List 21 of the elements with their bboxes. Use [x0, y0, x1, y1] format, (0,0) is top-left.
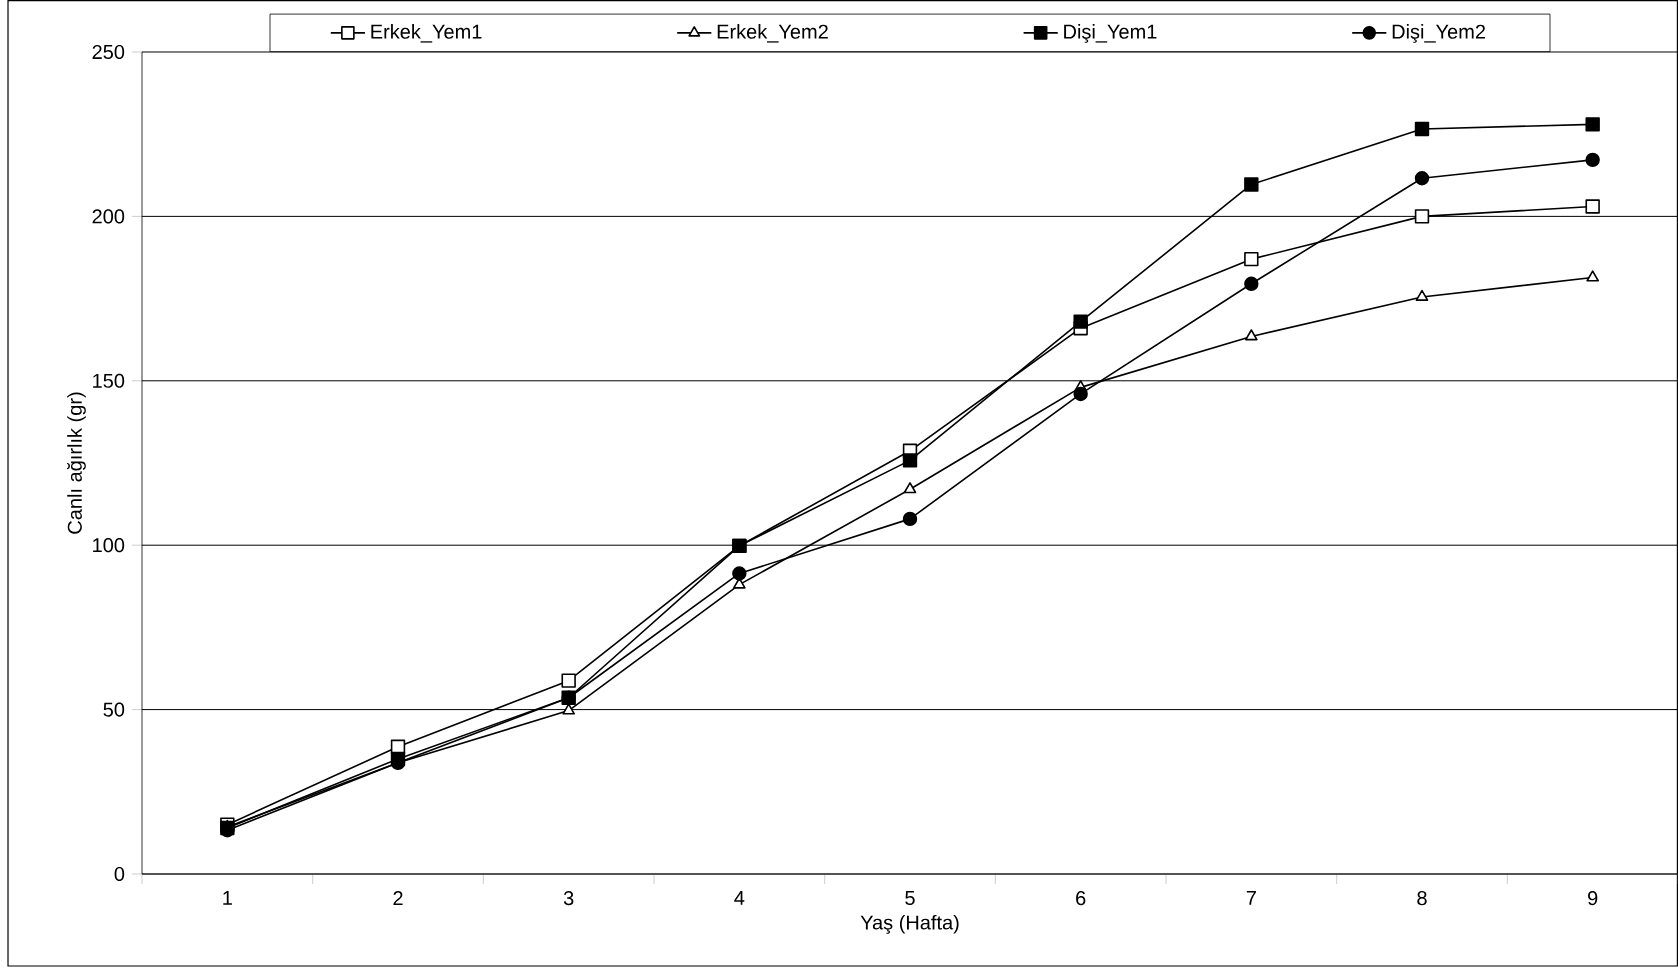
- x-tick-label: 2: [393, 891, 403, 906]
- x-tick-label: 9: [1588, 891, 1598, 906]
- y-tick-label: 50: [103, 702, 125, 717]
- y-tick-label: 150: [93, 373, 125, 388]
- x-tick-label: 3: [563, 891, 574, 906]
- legend-label: Dişi_Yem1: [1064, 24, 1157, 43]
- legend-label: Dişi_Yem2: [1392, 24, 1485, 43]
- x-tick-label: 5: [905, 891, 915, 905]
- x-tick-label: 7: [1246, 891, 1256, 905]
- legend-label: Erkek_Yem1: [371, 24, 482, 43]
- y-tick-label: 100: [93, 538, 125, 553]
- x-tick-label: 6: [1076, 891, 1086, 906]
- x-tick-label: 8: [1417, 891, 1427, 906]
- y-axis-title: Canlı ağırlık (gr): [66, 392, 86, 534]
- y-tick-label: 200: [92, 209, 125, 224]
- y-tick-label: 0: [114, 866, 125, 882]
- x-tick-label: 1: [223, 891, 232, 905]
- x-tick-label: 4: [734, 891, 745, 905]
- x-axis-title: Yaş (Hafta): [860, 914, 959, 934]
- legend-label: Erkek_Yem2: [717, 24, 828, 43]
- y-tick-label: 250: [92, 44, 125, 60]
